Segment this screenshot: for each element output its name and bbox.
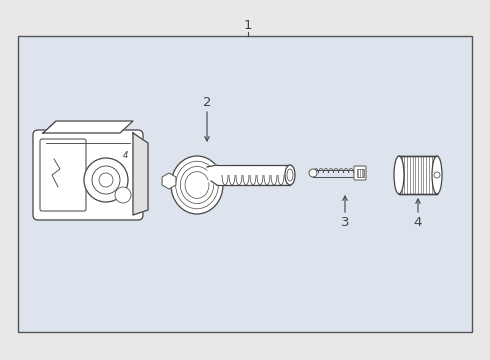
Polygon shape xyxy=(43,121,133,133)
FancyBboxPatch shape xyxy=(354,166,366,180)
Bar xyxy=(357,169,364,177)
Ellipse shape xyxy=(185,172,209,198)
FancyBboxPatch shape xyxy=(33,130,143,220)
Text: 4: 4 xyxy=(414,216,422,229)
Circle shape xyxy=(434,172,440,178)
Bar xyxy=(18,36,472,332)
Ellipse shape xyxy=(394,156,404,194)
Ellipse shape xyxy=(432,156,442,194)
Circle shape xyxy=(99,173,113,187)
FancyBboxPatch shape xyxy=(40,139,86,211)
Ellipse shape xyxy=(180,166,214,203)
Text: 1: 1 xyxy=(244,18,252,32)
Polygon shape xyxy=(217,165,290,185)
Text: 4: 4 xyxy=(123,150,129,159)
Circle shape xyxy=(92,166,120,194)
Text: 2: 2 xyxy=(203,95,211,108)
Polygon shape xyxy=(133,133,148,215)
Ellipse shape xyxy=(285,165,295,185)
Circle shape xyxy=(309,169,317,177)
Circle shape xyxy=(84,158,128,202)
Ellipse shape xyxy=(171,156,223,214)
Text: 3: 3 xyxy=(341,216,349,229)
Bar xyxy=(399,156,437,194)
Ellipse shape xyxy=(176,161,219,209)
Polygon shape xyxy=(207,165,217,185)
Circle shape xyxy=(115,187,131,203)
Ellipse shape xyxy=(287,169,293,181)
